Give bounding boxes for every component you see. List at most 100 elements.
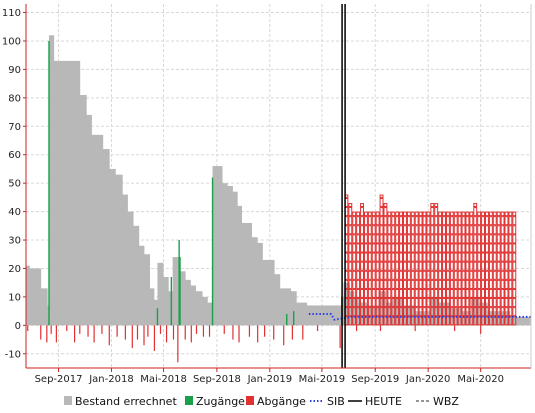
order-box	[442, 270, 446, 280]
order-box	[387, 252, 392, 262]
order-box	[375, 234, 380, 244]
order-box	[504, 288, 509, 299]
order-box	[488, 270, 493, 280]
order-box	[508, 298, 513, 308]
order-box	[461, 270, 466, 280]
order-box	[457, 279, 462, 289]
order-box	[496, 261, 501, 271]
order-box	[399, 288, 404, 299]
order-box	[399, 243, 404, 253]
order-box	[453, 252, 458, 262]
order-box	[418, 225, 423, 235]
order-box	[430, 252, 435, 262]
order-box	[500, 298, 505, 308]
order-box	[356, 270, 361, 280]
order-box	[414, 316, 419, 326]
order-box	[481, 288, 486, 299]
order-box	[473, 207, 478, 217]
order-box	[399, 279, 404, 289]
order-box	[477, 234, 482, 244]
order-box	[430, 207, 435, 217]
order-box	[453, 307, 458, 317]
order-box	[508, 225, 513, 235]
order-box	[348, 207, 353, 217]
y-tick-label: 100	[2, 36, 21, 47]
order-box	[442, 298, 446, 308]
order-box	[504, 261, 509, 271]
order-box	[465, 234, 470, 244]
order-box	[356, 307, 361, 317]
order-box	[449, 261, 454, 271]
order-box	[375, 243, 380, 253]
order-box	[445, 234, 450, 244]
order-box	[383, 243, 388, 253]
order-box	[473, 234, 478, 244]
order-box	[406, 234, 411, 244]
order-box	[418, 270, 423, 280]
order-box	[492, 261, 497, 271]
order-box	[496, 225, 501, 235]
order-box	[426, 307, 431, 317]
order-box	[442, 216, 446, 226]
order-box	[504, 270, 509, 280]
order-box	[383, 234, 388, 244]
order-box	[406, 261, 411, 271]
order-box	[485, 252, 489, 262]
order-box	[465, 270, 470, 280]
order-box	[395, 279, 400, 289]
order-box	[391, 279, 396, 289]
order-box	[512, 298, 517, 308]
order-box	[422, 298, 427, 308]
order-box	[449, 243, 454, 253]
order-box	[406, 298, 411, 308]
order-box	[399, 211, 404, 217]
order-box	[363, 211, 368, 217]
order-box	[445, 270, 450, 280]
order-box	[430, 216, 435, 226]
order-box	[418, 288, 423, 299]
order-box	[473, 298, 478, 308]
order-box	[410, 270, 415, 280]
order-box	[504, 252, 509, 262]
y-tick-labels: -10 0 10 20 30 40 50 60 70 80 90 100 110	[2, 8, 21, 360]
order-box	[477, 252, 482, 262]
order-box	[508, 216, 513, 226]
order-box	[403, 211, 407, 217]
legend-label: Zugänge	[196, 395, 245, 408]
order-box	[422, 270, 427, 280]
order-box	[481, 316, 486, 326]
order-box	[434, 270, 439, 280]
order-box	[504, 243, 509, 253]
order-box	[492, 243, 497, 253]
order-box	[500, 243, 505, 253]
order-box	[418, 211, 423, 217]
order-box	[406, 307, 411, 317]
order-box	[473, 261, 478, 271]
order-box	[352, 211, 357, 217]
order-box	[367, 252, 372, 262]
order-box	[442, 307, 446, 317]
order-box	[422, 243, 427, 253]
order-box	[461, 288, 466, 299]
order-box	[453, 216, 458, 226]
bestand-bar	[153, 299, 158, 326]
order-box	[442, 211, 446, 217]
order-box	[375, 288, 380, 299]
order-box	[438, 211, 443, 217]
order-box	[453, 225, 458, 235]
order-box	[414, 234, 419, 244]
x-tick-label: Jan-2020	[405, 374, 450, 385]
order-box	[360, 279, 364, 289]
order-box	[508, 234, 513, 244]
order-box	[449, 234, 454, 244]
order-box	[492, 216, 497, 226]
bestand-forecast-bar	[392, 296, 403, 326]
order-box	[348, 252, 353, 262]
order-box	[426, 270, 431, 280]
legend-label: SIB	[327, 395, 345, 408]
order-box	[469, 252, 474, 262]
bestand-bar	[257, 242, 263, 326]
order-box	[387, 211, 392, 217]
order-box	[363, 298, 368, 308]
bestand-bar	[115, 174, 123, 326]
